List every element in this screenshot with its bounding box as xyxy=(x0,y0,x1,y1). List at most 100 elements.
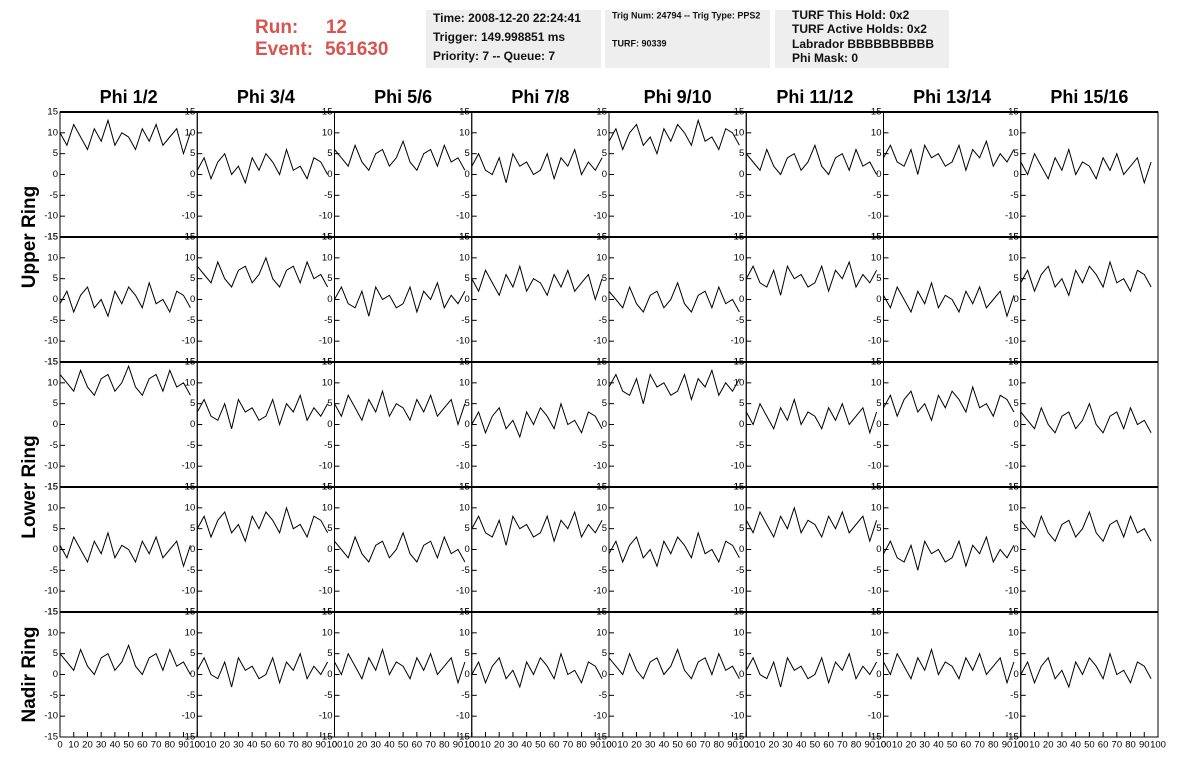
x-tick-label: 0 xyxy=(469,740,474,751)
waveform xyxy=(59,281,191,318)
waveform xyxy=(883,535,1015,571)
y-tick-label: 10 xyxy=(734,377,745,388)
priority-text: Priority: 7 -- Queue: 7 xyxy=(433,49,555,63)
panel-frame xyxy=(471,486,610,613)
y-tick-label: 0 xyxy=(327,669,332,680)
x-tick-label: 30 xyxy=(233,740,244,751)
y-tick-label: -10 xyxy=(182,211,196,222)
x-tick-label: 30 xyxy=(919,740,930,751)
waveform xyxy=(745,143,878,176)
x-tick-label: 50 xyxy=(261,740,272,751)
y-tick-label: 0 xyxy=(327,294,332,305)
panel-frame xyxy=(471,611,610,738)
x-tick-label: 20 xyxy=(82,740,93,751)
panel-frame xyxy=(745,111,884,238)
x-tick-label: 80 xyxy=(851,740,862,751)
y-tick-label: -5 xyxy=(736,440,744,451)
x-tick-label: 20 xyxy=(906,740,917,751)
y-tick-label: -15 xyxy=(593,732,607,743)
y-tick-label: 5 xyxy=(464,648,469,659)
run-label: Run: xyxy=(255,17,298,38)
waveform xyxy=(471,147,603,183)
turf-active-text: TURF Active Holds: 0x2 xyxy=(792,22,927,36)
x-tick-label: 90 xyxy=(1002,740,1013,751)
y-tick-label: 15 xyxy=(47,482,58,493)
panel-frame xyxy=(883,611,1022,738)
y-tick-label: 0 xyxy=(602,669,607,680)
x-tick-label: 90 xyxy=(864,740,875,751)
event-number: 561630 xyxy=(325,39,388,60)
y-tick-label: -10 xyxy=(182,586,196,597)
x-tick-label: 50 xyxy=(672,740,683,751)
y-tick-label: 5 xyxy=(876,148,881,159)
waveform xyxy=(334,531,466,563)
x-tick-label: 50 xyxy=(535,740,546,751)
y-tick-label: 0 xyxy=(739,419,744,430)
waveform xyxy=(1020,147,1152,185)
y-tick-label: 10 xyxy=(1008,627,1019,638)
y-tick-label: 5 xyxy=(1013,148,1018,159)
waveform xyxy=(471,401,603,439)
y-tick-label: 10 xyxy=(47,502,58,513)
y-tick-label: 0 xyxy=(602,544,607,555)
y-tick-label: -10 xyxy=(731,711,745,722)
x-tick-label: 70 xyxy=(700,740,711,751)
info-box xyxy=(775,10,949,68)
x-tick-label: 70 xyxy=(151,740,162,751)
x-tick-label: 40 xyxy=(659,740,670,751)
panel-frame xyxy=(1020,611,1159,738)
y-tick-label: -15 xyxy=(44,732,58,743)
y-tick-label: -10 xyxy=(1005,586,1019,597)
y-tick-label: -5 xyxy=(1010,190,1018,201)
x-tick-label: 60 xyxy=(686,740,697,751)
x-tick-label: 80 xyxy=(714,740,725,751)
x-tick-label: 60 xyxy=(137,740,148,751)
y-tick-label: 0 xyxy=(876,419,881,430)
y-tick-label: -5 xyxy=(461,190,469,201)
y-tick-label: -5 xyxy=(461,440,469,451)
y-tick-label: -10 xyxy=(44,461,58,472)
x-tick-label: 30 xyxy=(508,740,519,751)
y-tick-label: -10 xyxy=(868,336,882,347)
waveform xyxy=(471,651,603,689)
y-tick-label: -5 xyxy=(736,565,744,576)
y-tick-label: 15 xyxy=(47,357,58,368)
y-tick-label: -5 xyxy=(1010,565,1018,576)
waveform xyxy=(608,118,740,156)
y-tick-label: -5 xyxy=(50,565,58,576)
x-tick-label: 20 xyxy=(768,740,779,751)
y-tick-label: 5 xyxy=(464,398,469,409)
y-tick-label: -10 xyxy=(731,586,745,597)
y-tick-label: 5 xyxy=(190,148,195,159)
waveform xyxy=(745,652,878,688)
y-tick-label: 0 xyxy=(53,294,58,305)
y-tick-label: -5 xyxy=(461,690,469,701)
y-tick-label: 0 xyxy=(739,294,744,305)
waveform xyxy=(745,506,878,543)
panel-frame xyxy=(59,611,198,738)
x-tick-label: 80 xyxy=(576,740,587,751)
y-tick-label: 10 xyxy=(459,627,470,638)
x-tick-label: 90 xyxy=(727,740,738,751)
x-tick-label: 20 xyxy=(1043,740,1054,751)
y-tick-label: -10 xyxy=(593,586,607,597)
x-tick-label: 30 xyxy=(782,740,793,751)
y-tick-label: -10 xyxy=(593,461,607,472)
waveform xyxy=(196,147,329,185)
waveform xyxy=(1020,402,1152,434)
labrador-text: Labrador BBBBBBBBBB xyxy=(792,37,934,51)
waveform xyxy=(196,256,329,288)
x-tick-label: 90 xyxy=(178,740,189,751)
y-tick-label: 10 xyxy=(596,627,607,638)
waveform xyxy=(883,281,1015,318)
y-tick-label: 10 xyxy=(734,627,745,638)
y-tick-label: -5 xyxy=(599,440,607,451)
y-tick-label: 5 xyxy=(53,398,58,409)
y-tick-label: -10 xyxy=(593,211,607,222)
y-tick-label: 0 xyxy=(464,294,469,305)
y-tick-label: 5 xyxy=(464,148,469,159)
y-tick-label: 10 xyxy=(596,377,607,388)
x-tick-label: 100 xyxy=(738,740,754,751)
y-tick-label: 0 xyxy=(464,419,469,430)
x-tick-label: 0 xyxy=(744,740,749,751)
